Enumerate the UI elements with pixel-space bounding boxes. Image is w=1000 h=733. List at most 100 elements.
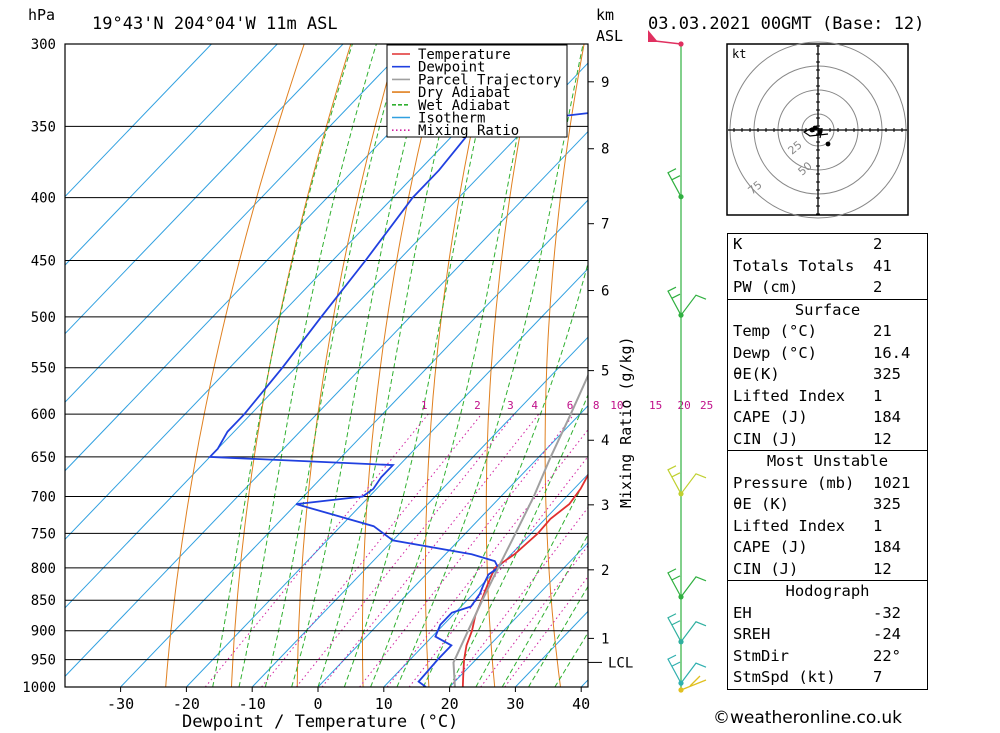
surface-temp-row: Temp (°C) 21 (728, 321, 927, 343)
mixing-ratio-line (480, 545, 588, 687)
wind-barb (680, 294, 707, 316)
pw-value: 2 (873, 278, 883, 296)
wet-adiabat-line (317, 44, 462, 687)
dry-adiabat-line (231, 44, 352, 687)
hpa-label: hPa (28, 6, 55, 24)
isotherm-line (186, 267, 588, 687)
asl-label: ASL (596, 27, 623, 45)
copyright-link[interactable]: ©weatheronline.co.uk (713, 708, 903, 728)
pressure-lines (65, 43, 588, 688)
hodograph-table-section: Hodograph EH -32 SREH -24 StmDir 22° StmSpd… (728, 580, 927, 689)
mixing-ratio-line (204, 413, 429, 687)
isotherm-line (65, 44, 278, 266)
stmdir-label: StmDir (733, 646, 789, 665)
wind-barb (667, 568, 682, 598)
surface-theta-label: θE(K) (733, 365, 780, 383)
wet-adiabat-line (370, 44, 538, 687)
surface-theta-row: θE(K) 325 (728, 364, 927, 386)
legend-entry: Wet Adiabat (418, 98, 511, 114)
isotherm-line (65, 44, 476, 472)
sreh-value: -24 (873, 625, 901, 643)
surface-cin-value: 12 (873, 429, 892, 448)
hodograph-table-title: Hodograph (785, 582, 870, 600)
surface-section: Surface Temp (°C) 21 Dewp (°C) 16.4 θE(K) 3… (728, 298, 927, 451)
legend-entry: Isotherm (418, 111, 485, 127)
wind-barb (667, 168, 682, 198)
mixing-ratio-label: 2 (474, 399, 481, 412)
temperature-tick-label: -20 (173, 695, 200, 713)
mu-cape-row: CAPE (J) 184 (728, 537, 927, 559)
pressure-tick-label: 900 (31, 624, 56, 640)
km-tick-label: 1 (601, 631, 609, 647)
temperature-axis: -30 -20 -10 0 10 20 30 40 (107, 687, 590, 713)
pressure-tick-label: 450 (31, 254, 56, 270)
mu-pressure-row: Pressure (mb) 1021 (728, 473, 927, 495)
surface-cape-row: CAPE (J) 184 (728, 407, 927, 429)
pressure-tick-label: 500 (31, 310, 56, 326)
pressure-tick-label: 350 (31, 119, 56, 135)
surface-theta-value: 325 (873, 365, 901, 383)
pressure-tick-label: 400 (31, 191, 56, 207)
dewpoint-line (207, 112, 588, 687)
mu-cin-value: 12 (873, 559, 892, 578)
wet-adiabat-line (238, 44, 377, 687)
wind-barb (667, 613, 682, 643)
mixing-ratio-axis-label: Mixing Ratio (g/kg) (617, 336, 635, 508)
surface-cin-row: CIN (J) 12 (728, 429, 927, 451)
surface-li-label: Lifted Index (733, 386, 845, 405)
legend-entry: Temperature (418, 47, 511, 63)
km-tick-label: 7 (601, 217, 609, 233)
parcel-trajectory-line (452, 373, 588, 687)
mixing-ratio-line (386, 428, 588, 687)
mixing-ratio-line (295, 413, 515, 687)
temperature-tick-label: 30 (506, 695, 524, 713)
mixing-ratio-labels: 1 2 3 4 6 8 10 15 20 25 (421, 399, 713, 412)
location-title: 19°43'N 204°04'W 11m ASL (92, 14, 338, 34)
sreh-label: SREH (733, 625, 771, 643)
stmdir-row: StmDir 22° (728, 646, 927, 668)
wet-adiabat-line (212, 44, 353, 687)
wind-barb (667, 286, 682, 316)
k-index-value: 2 (873, 235, 883, 253)
totals-value: 41 (873, 256, 892, 275)
dry-adiabat-line (657, 44, 692, 687)
datetime-title: 03.03.2021 00GMT (Base: 12) (648, 14, 924, 34)
mixing-ratio-label: 20 (677, 399, 690, 412)
temperature-tick-label: -30 (107, 695, 134, 713)
temperature-tick-label: 0 (313, 695, 322, 713)
pressure-tick-label: 700 (31, 490, 56, 506)
wind-barb (667, 465, 682, 495)
surface-li-row: Lifted Index 1 (728, 386, 927, 408)
km-tick-label: 4 (601, 433, 609, 449)
isotherm-line (65, 62, 588, 609)
temperature-tick-label: 40 (572, 695, 590, 713)
wet-adiabat-line (449, 393, 588, 687)
mixing-ratio-label: 4 (531, 399, 538, 412)
x-axis-label: Dewpoint / Temperature (°C) (182, 712, 458, 732)
hodograph-point (825, 141, 831, 147)
surface-cin-label: CIN (J) (733, 429, 799, 448)
dry-adiabat-line (544, 44, 585, 687)
pressure-tick-label: 600 (31, 407, 56, 423)
km-tick-label: 9 (601, 75, 609, 91)
surface-dewp-value: 16.4 (873, 343, 911, 362)
mu-pressure-label: Pressure (mb) (733, 473, 855, 492)
km-tick-label: 6 (601, 284, 609, 300)
isotherm-line (65, 44, 344, 335)
pressure-tick-label: 800 (31, 561, 56, 577)
mu-theta-row: θE (K) 325 (728, 494, 927, 516)
km-tick-label: 8 (601, 142, 609, 158)
eh-value: -32 (873, 603, 901, 622)
legend-entry: Dry Adiabat (418, 85, 511, 101)
mixing-ratio-label: 25 (700, 399, 713, 412)
temperature-tick-label: -10 (239, 695, 266, 713)
mu-cape-label: CAPE (J) (733, 538, 808, 556)
mu-li-label: Lifted Index (733, 516, 845, 535)
pressure-tick-label: 750 (31, 526, 56, 542)
mu-cin-row: CIN (J) 12 (728, 559, 927, 581)
mu-pressure-value: 1021 (873, 473, 911, 492)
